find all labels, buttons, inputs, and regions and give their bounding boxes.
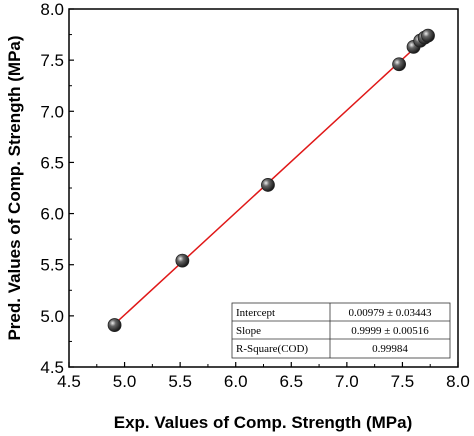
y-tick-label: 6.5 (40, 153, 64, 172)
x-axis-label: Exp. Values of Comp. Strength (MPa) (114, 413, 412, 432)
x-tick-label: 5.5 (168, 372, 192, 391)
stat-value-intercept: 0.00979 ± 0.03443 (348, 307, 432, 319)
y-tick-label: 7.0 (40, 102, 64, 121)
y-tick-label: 7.5 (40, 51, 64, 70)
x-tick-label: 5.0 (113, 372, 137, 391)
x-tick-label: 7.0 (335, 372, 359, 391)
x-tick-label: 6.5 (279, 372, 303, 391)
y-tick-label: 5.0 (40, 307, 64, 326)
x-tick-label: 8.0 (446, 372, 470, 391)
x-tick-label: 6.0 (224, 372, 248, 391)
regression-line (114, 32, 432, 325)
y-tick-label: 6.0 (40, 205, 64, 224)
data-point (421, 28, 435, 43)
stat-label-intercept: Intercept (236, 307, 275, 319)
data-point (175, 253, 190, 268)
data-points (107, 28, 435, 332)
y-axis-label: Pred. Values of Comp. Strength (MPa) (5, 35, 24, 340)
y-tick-label: 5.5 (40, 256, 64, 275)
y-tick-label: 8.0 (40, 0, 64, 19)
stat-value-r-square: 0.99984 (372, 343, 408, 355)
x-axis-ticks: 4.5 5.0 5.5 6.0 6.5 7.0 7.5 8.0 (57, 362, 470, 391)
data-point (261, 178, 275, 192)
data-point (107, 318, 122, 332)
x-tick-label: 4.5 (57, 372, 81, 391)
x-tick-label: 7.5 (391, 372, 415, 391)
stat-label-r-square: R-Square(COD) (236, 343, 308, 355)
stats-table-border (231, 302, 451, 359)
stat-value-slope: 0.9999 ± 0.00516 (351, 325, 429, 337)
y-axis-ticks: 4.5 5.0 5.5 6.0 6.5 7.0 7.5 8.0 (40, 0, 74, 377)
data-point (392, 57, 406, 72)
stats-table: Intercept 0.00979 ± 0.03443 Slope 0.9999… (231, 302, 451, 359)
stat-label-slope: Slope (236, 325, 261, 337)
y-tick-label: 4.5 (40, 358, 64, 377)
